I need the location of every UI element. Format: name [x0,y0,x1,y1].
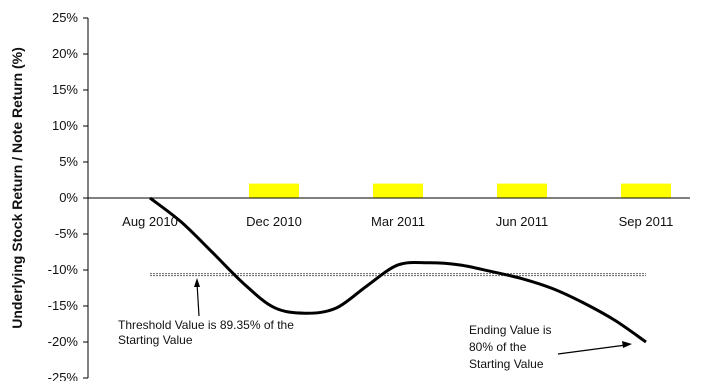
annotation-threshold-line-1: Threshold Value is 89.35% of the [118,318,294,332]
y-tick-labels: 25% 20% 15% 10% 5% 0% -5% -10% -15% -20% -25% [48,10,88,381]
y-tick-label: -15% [48,298,79,313]
bar [373,183,423,198]
bar [249,183,299,198]
x-tick-label: Jun 2011 [496,214,549,229]
y-tick-label: 10% [52,118,78,133]
annotation-ending-line-3: Starting Value [469,357,544,371]
x-tick-labels: Aug 2010 Dec 2010 Mar 2011 Jun 2011 Sep 2011 [122,214,673,229]
y-tick-label: -20% [48,334,79,349]
annotation-ending-text: Ending Value is 80% of the Starting Valu… [469,323,555,371]
annotation-threshold-text: Threshold Value is 89.35% of the Startin… [118,318,297,347]
y-tick-label: -10% [48,262,79,277]
x-tick-label: Mar 2011 [371,214,425,229]
annotation-ending-line-2: 80% of the [469,340,527,354]
annotation-ending-line-1: Ending Value is [469,323,552,337]
annotation-ending: Ending Value is 80% of the Starting Valu… [469,323,632,371]
bar [497,183,547,198]
y-tick-label: 0% [59,190,78,205]
x-tick-label: Dec 2010 [246,214,302,229]
annotation-threshold-arrow [196,282,200,317]
annotation-threshold-arrowhead [194,278,200,287]
y-tick-label: 25% [52,10,78,25]
y-axis-label: Underlying Stock Return / Note Return (%… [9,47,25,329]
annotation-threshold: Threshold Value is 89.35% of the Startin… [118,278,297,347]
annotation-threshold-line-2: Starting Value [118,333,193,347]
threshold-line [150,273,646,277]
y-tick-label: -25% [48,370,79,381]
y-tick-label: 15% [52,82,78,97]
y-tick-label: 20% [52,46,78,61]
series-line [149,196,647,344]
annotation-ending-arrowhead [622,341,632,348]
x-tick-label: Aug 2010 [122,214,178,229]
bars [249,183,671,198]
y-tick-label: -5% [55,226,79,241]
annotation-ending-arrow [557,344,627,355]
y-tick-label: 5% [59,154,78,169]
x-tick-label: Sep 2011 [619,214,674,229]
bar [621,183,671,198]
